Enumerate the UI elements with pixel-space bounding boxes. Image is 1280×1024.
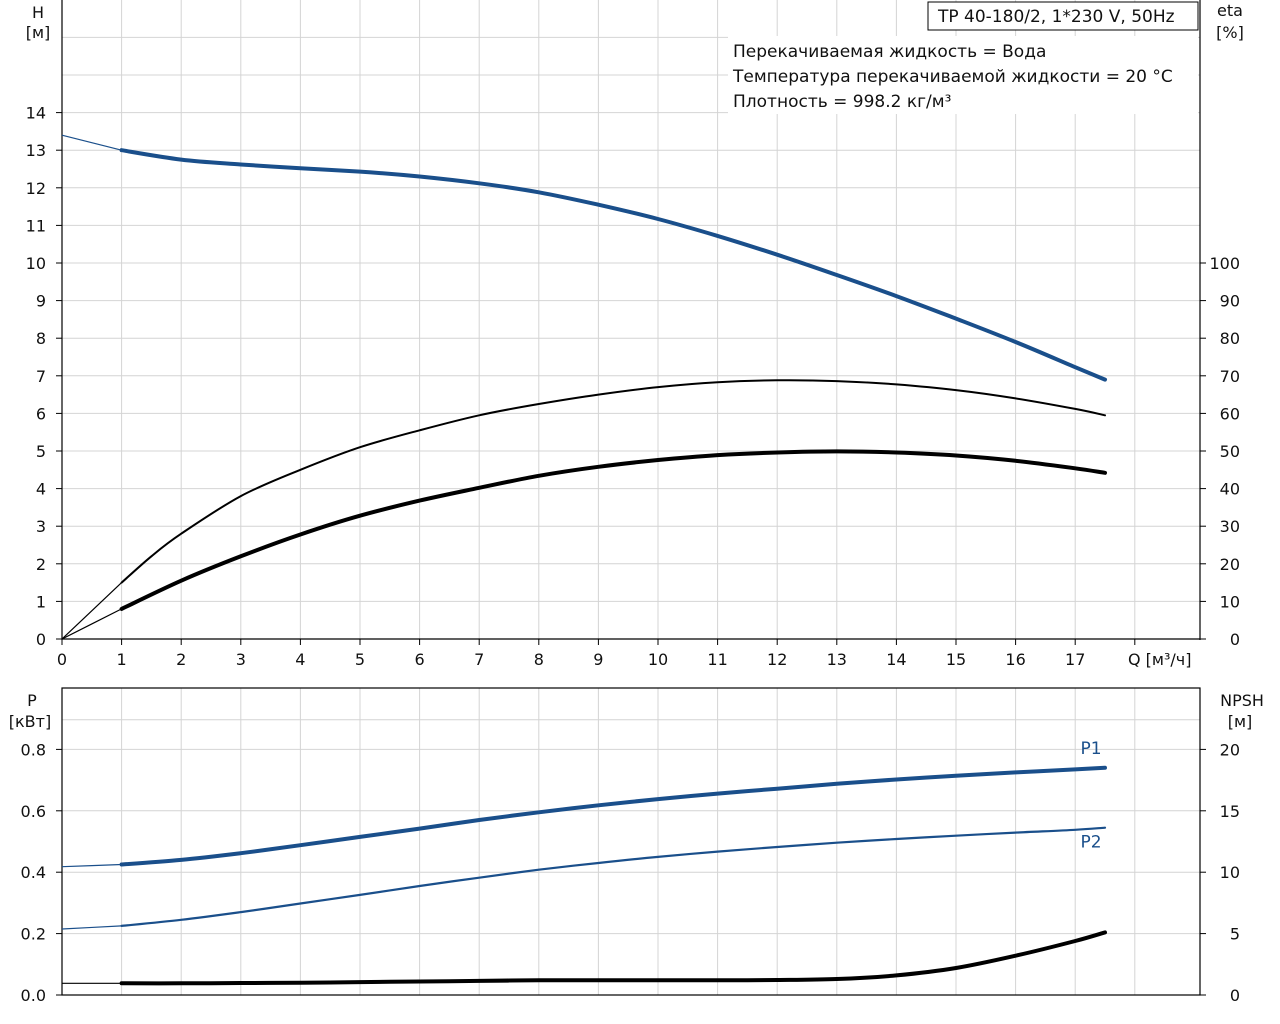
x-tick-label: 11: [707, 650, 727, 669]
eta-tick-label: 20: [1220, 555, 1240, 574]
bottom-frame: [61, 687, 1201, 996]
eta-tick-label: 60: [1220, 404, 1240, 423]
p-tick-label: 0.6: [21, 802, 46, 821]
x-tick-label: 10: [648, 650, 668, 669]
head-curve-extension: [61, 134, 122, 151]
npsh-tick-label: 5: [1230, 925, 1240, 944]
p2-power-curve-extension: [61, 925, 122, 930]
x-tick-label: 13: [827, 650, 847, 669]
p1-power-curve-extension: [61, 863, 122, 868]
h-tick-label: 7: [36, 367, 46, 386]
x-tick-label: 3: [236, 650, 246, 669]
efficiency-total-curve-extension: [61, 582, 123, 640]
eta-tick-label: 40: [1220, 480, 1240, 499]
x-tick-label: 6: [415, 650, 425, 669]
x-tick-label: 9: [593, 650, 603, 669]
eta-tick-label: 80: [1220, 329, 1240, 348]
p-tick-label: 0.0: [21, 986, 46, 1005]
p-axis-unit: [кВт]: [9, 712, 51, 731]
x-tick-label: 12: [767, 650, 787, 669]
h-tick-label: 1: [36, 592, 46, 611]
p-tick-label: 0.2: [21, 925, 46, 944]
npsh-tick-label: 20: [1220, 740, 1240, 759]
x-tick-label: 15: [946, 650, 966, 669]
pump-model-box: [927, 1, 1199, 31]
eta-tick-label: 0: [1230, 630, 1240, 649]
x-tick-label: 14: [886, 650, 906, 669]
h-tick-label: 13: [26, 141, 46, 160]
eta-tick-label: 70: [1220, 367, 1240, 386]
h-tick-label: 8: [36, 329, 46, 348]
q-axis-label: Q [м³/ч]: [1128, 650, 1192, 669]
x-tick-label: 5: [355, 650, 365, 669]
x-tick-label: 7: [474, 650, 484, 669]
p1-power-curve-label: P1: [1080, 739, 1101, 759]
eta-tick-label: 90: [1220, 292, 1240, 311]
fluid-info-line: Плотность = 998.2 кг/м³: [733, 92, 951, 112]
fluid-info-line: Перекачиваемая жидкость = Вода: [733, 42, 1046, 62]
h-tick-label: 4: [36, 480, 46, 499]
h-tick-label: 12: [26, 179, 46, 198]
npsh-curve: [119, 930, 1107, 986]
h-tick-label: 2: [36, 555, 46, 574]
p1-power-curve: [119, 765, 1107, 867]
h-axis-unit: [м]: [26, 23, 51, 42]
fluid-info-box: [728, 36, 1198, 114]
efficiency-pump-curve: [119, 449, 1107, 611]
h-tick-label: 3: [36, 517, 46, 536]
eta-tick-label: 30: [1220, 517, 1240, 536]
x-tick-label: 17: [1065, 650, 1085, 669]
p-axis-label: P: [27, 691, 37, 710]
h-tick-label: 9: [36, 292, 46, 311]
h-tick-label: 10: [26, 254, 46, 273]
pump-model-label: TP 40-180/2, 1*230 V, 50Hz: [937, 7, 1175, 27]
axes: [56, 0, 1206, 996]
eta-axis-label: eta: [1217, 1, 1243, 20]
x-tick-label: 1: [117, 650, 127, 669]
x-tick-label: 0: [57, 650, 67, 669]
x-tick-label: 4: [295, 650, 305, 669]
grid-lines: [62, 0, 1200, 995]
npsh-axis-label: NPSH: [1220, 691, 1264, 710]
h-axis-label: H: [32, 3, 44, 22]
efficiency-total-curve: [120, 379, 1106, 584]
h-tick-label: 14: [26, 104, 46, 123]
p2-power-curve: [120, 826, 1107, 927]
h-tick-label: 11: [26, 216, 46, 235]
npsh-tick-label: 15: [1220, 802, 1240, 821]
x-tick-label: 2: [176, 650, 186, 669]
npsh-tick-label: 10: [1220, 863, 1240, 882]
npsh-axis-unit: [м]: [1228, 712, 1253, 731]
series-lines: [61, 134, 1107, 986]
x-tick-label: 16: [1005, 650, 1025, 669]
h-tick-label: 6: [36, 404, 46, 423]
h-tick-label: 5: [36, 442, 46, 461]
fluid-info-line: Температура перекачиваемой жидкости = 20…: [732, 67, 1173, 87]
efficiency-pump-curve-extension: [61, 608, 122, 640]
eta-tick-label: 10: [1220, 592, 1240, 611]
p-tick-label: 0.4: [21, 863, 46, 882]
p-tick-label: 0.8: [21, 740, 46, 759]
x-tick-label: 8: [534, 650, 544, 669]
labels: 0 1 2 3 4 5 6 7 8 9 10 11 12 13 14 15 16 1701234567891011…: [9, 1, 1264, 1005]
npsh-tick-label: 0: [1230, 986, 1240, 1005]
eta-axis-unit: [%]: [1216, 23, 1244, 42]
p2-power-curve-label: P2: [1080, 833, 1101, 853]
head-curve: [119, 148, 1107, 382]
h-tick-label: 0: [36, 630, 46, 649]
eta-tick-label: 50: [1220, 442, 1240, 461]
eta-tick-label: 100: [1209, 254, 1240, 273]
